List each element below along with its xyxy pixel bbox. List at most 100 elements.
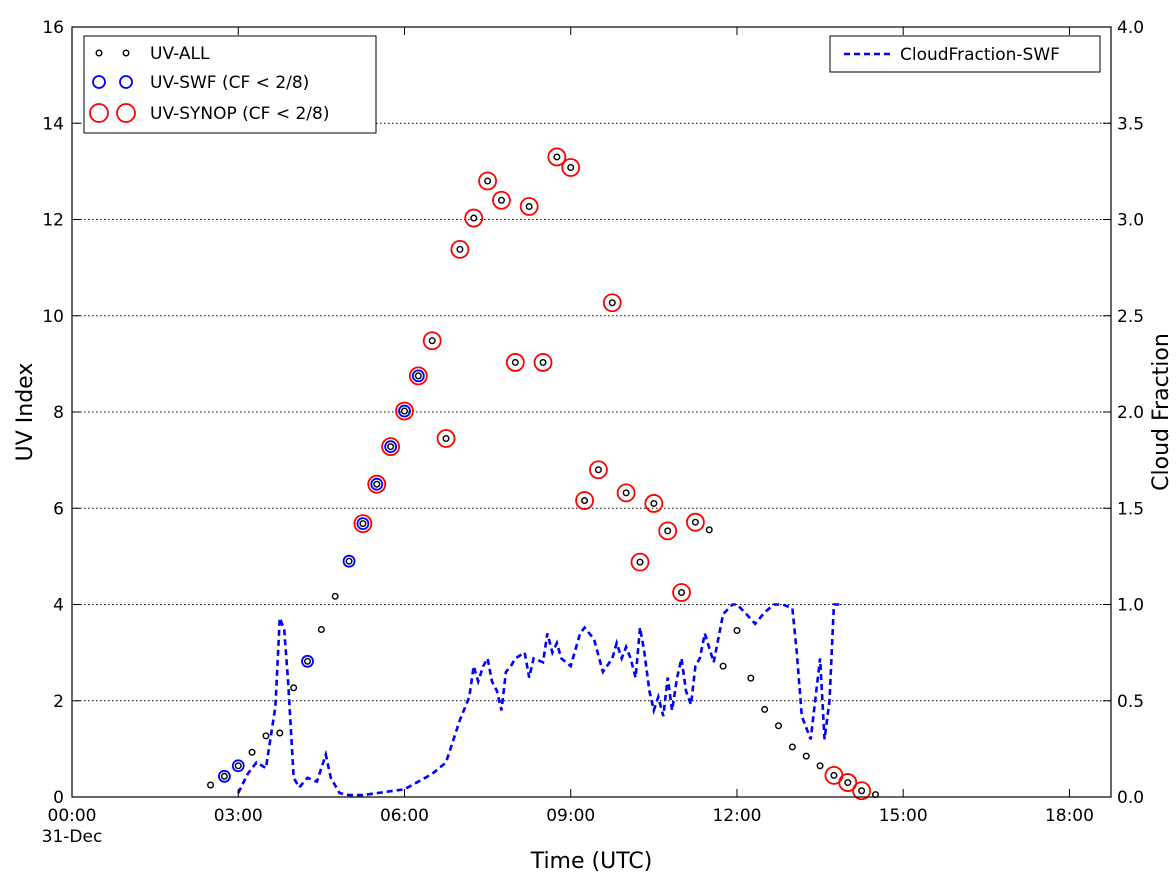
uv-all-point [691,518,699,526]
uv-all-point [719,662,727,670]
y2-tick-label: 2.5 [1117,307,1144,327]
uv-synop-point [686,512,705,532]
uv-all-point [484,177,492,185]
uv-all-point [248,748,256,756]
uv-synop-point [658,521,678,541]
y2-tick-label: 2.0 [1117,403,1144,423]
x-tick-label: 18:00 [1045,806,1094,826]
uv-synop-point [589,460,608,480]
y-tick-label: 16 [42,18,64,38]
y-tick-label: 10 [42,307,64,327]
y2-tick-label: 3.0 [1117,211,1144,231]
uv-all-point [345,557,353,565]
uv-all-point [844,779,852,787]
uv-all-point [359,520,367,528]
uv-all-point [428,337,436,345]
axis-ticks: 0 2 4 6 8 10 12 14 16 0.0 0.5 1.0 1.5 2.0 2.5 3.0 3.5 4.0… [42,18,1144,847]
x-tick-label: 06:00 [380,806,429,826]
uv-synop-point [422,331,442,351]
y2-tick-label: 0.5 [1117,692,1144,712]
y-tick-label: 6 [53,499,64,519]
x-tick-label: 09:00 [546,806,595,826]
uv-all-point [220,772,228,780]
uv-swf-point [370,477,384,491]
uv-synop-point [533,353,553,372]
uv-synop-point [436,429,456,448]
uv-all-point [858,787,866,795]
uv-synop-point [492,190,511,210]
uv-all-point [539,358,547,366]
uv-synop-point [353,514,373,534]
uv-all-point [331,592,339,600]
uv-all-point [304,657,312,665]
cloud-fraction-series [237,603,844,797]
uv-synop-point [450,239,470,259]
uv-all-point [622,489,630,497]
legend-label: UV-SYNOP (CF < 2/8) [150,104,329,124]
y-tick-label: 14 [42,114,64,134]
legend-marker [89,103,109,123]
uv-synop-point [478,171,498,191]
uv-swf-point [398,404,411,418]
x-tick-sublabel: 31-Dec [42,827,103,847]
uv-synop-point [519,197,539,216]
uv-synop-point [381,437,401,457]
uv-synop-point [464,208,484,228]
uv-all-point [207,781,215,789]
legend-label: UV-ALL [150,44,210,64]
legend-label: CloudFraction-SWF [900,45,1060,65]
uv-synop-point [547,147,567,167]
legend-uv-box [83,35,377,134]
uv-swf-point [384,440,398,454]
uv-all-point [414,372,422,380]
y-tick-label: 12 [42,211,64,231]
uv-synop-point [852,781,872,801]
legend-cloud: CloudFraction-SWF [829,35,1101,73]
uv-all-point [262,732,270,740]
uv-all-point [788,743,796,751]
y-axis-label: UV Index [13,363,38,462]
x-tick-label: 03:00 [214,806,263,826]
uv-all-point [636,558,644,566]
uv-all-point [608,299,616,307]
y2-tick-label: 1.5 [1117,499,1144,519]
uv-swf-point [301,654,314,668]
uv-synop-point [616,483,636,503]
legend-uv: UV-ALL UV-SWF (CF < 2/8) UV-SYNOP (CF < 2/… [83,35,377,134]
uv-synop-point [644,494,664,513]
uv-all-point [470,214,478,222]
legend-marker [122,49,130,57]
uv-all-point [234,762,242,770]
y-tick-label: 2 [53,692,64,712]
uv-all-point [525,203,533,211]
uv-all-point [705,526,713,534]
uv-all-point [761,705,769,713]
cloud-fraction-line [237,603,844,797]
uv-all-point [442,434,450,442]
uv-all-point [775,722,783,730]
y2-axis-label: Cloud Fraction [1149,333,1174,491]
uv-all-point [456,245,464,253]
uv-all-point [511,358,519,366]
uv-all-point [387,443,395,451]
uv-all-point [581,497,589,505]
uv-all-point [816,762,824,770]
grid-lines [72,122,1111,702]
x-tick-label: 12:00 [712,806,761,826]
x-tick-label: 15:00 [879,806,928,826]
uv-synop-point [395,401,414,421]
uv-points [207,147,879,801]
uv-all-point [567,164,575,172]
y-tick-label: 0 [53,788,64,808]
uv-synop-point [367,474,387,494]
uv-synop-point [505,353,525,372]
uv-all-point [317,626,325,634]
y2-tick-label: 3.5 [1117,114,1144,134]
uv-all-point [802,752,810,760]
uv-all-point [733,626,741,634]
legend-marker [92,75,106,89]
uv-synop-point [575,491,594,510]
uv-all-point [678,588,686,596]
legend-label: UV-SWF (CF < 2/8) [150,73,309,93]
